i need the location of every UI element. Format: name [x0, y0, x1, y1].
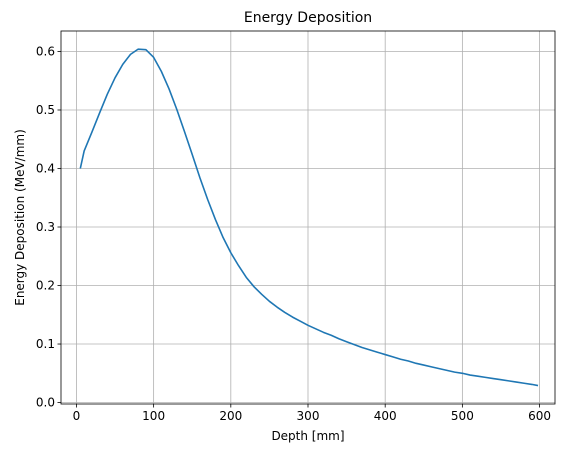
- y-axis-label: Energy Deposition (MeV/mm): [13, 129, 27, 306]
- x-tick-label: 0: [73, 409, 81, 423]
- y-tick-label: 0.3: [36, 220, 55, 234]
- x-axis-ticks: 0 100 200 300 400 500 600: [73, 404, 551, 423]
- x-axis-label: Depth [mm]: [271, 429, 344, 443]
- y-tick-label: 0.0: [36, 396, 55, 410]
- y-tick-label: 0.6: [36, 44, 55, 58]
- series-layer: [79, 48, 539, 387]
- y-tick-label: 0.1: [36, 337, 55, 351]
- chart-title: Energy Deposition: [244, 10, 372, 26]
- y-axis-ticks: 0.0 0.1 0.2 0.3 0.4 0.5 0.6: [36, 44, 61, 410]
- y-tick-label: 0.4: [36, 161, 55, 175]
- x-tick-label: 600: [528, 409, 551, 423]
- x-tick-label: 200: [219, 409, 242, 423]
- series-line: [79, 48, 539, 387]
- x-tick-label: 500: [451, 409, 474, 423]
- grid: [61, 31, 555, 404]
- y-tick-label: 0.2: [36, 279, 55, 293]
- y-tick-label: 0.5: [36, 103, 55, 117]
- x-tick-label: 300: [297, 409, 320, 423]
- x-tick-label: 100: [142, 409, 165, 423]
- x-tick-label: 400: [374, 409, 397, 423]
